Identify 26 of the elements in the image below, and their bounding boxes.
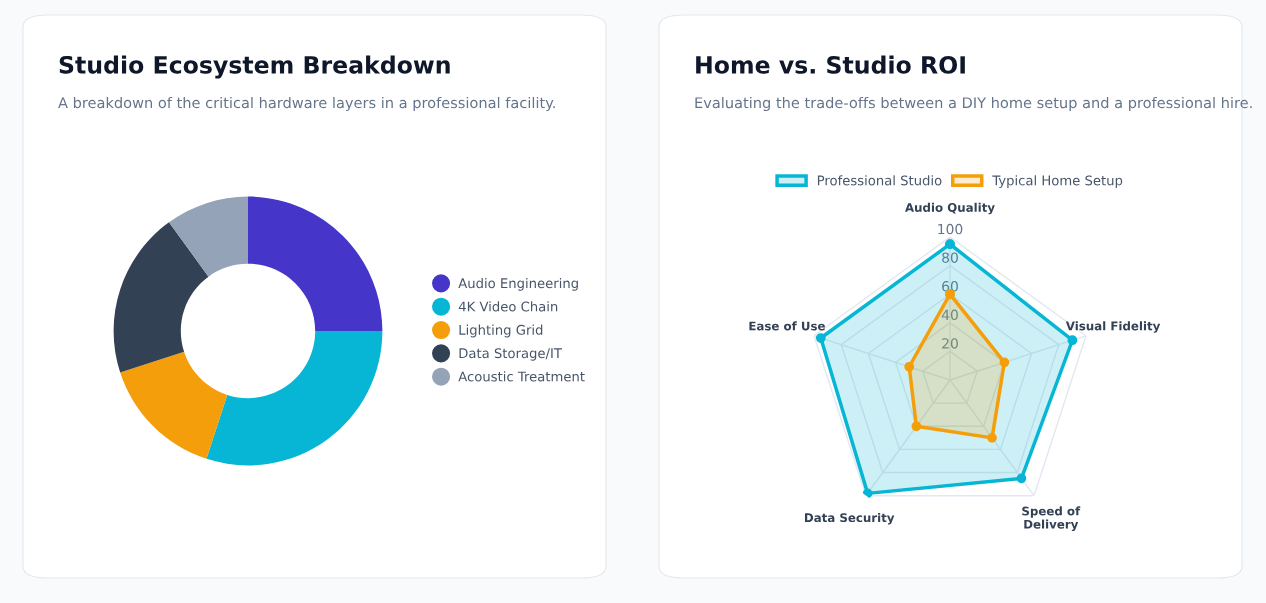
spoke-label: Ease of Use [749,321,825,331]
donut-slice [169,196,248,277]
spoke-label: Speed of Delivery [1022,506,1081,532]
spoke-label: Data Security [804,512,895,525]
donut-slice [113,222,209,373]
donut-slice [248,196,383,331]
donut-slice [206,331,383,466]
chart-title: Studio Ecosystem Breakdown [59,55,450,79]
legend-label: Professional Studio [817,175,942,186]
y-tick-label: 100 [938,223,963,235]
chart-subtitle: Evaluating the trade-offs between a DIY home setup and a professional hire. [695,96,1252,112]
spoke-label: Audio Quality [905,202,995,215]
legend-label: Typical Home Setup [992,175,1123,188]
spoke-label: Visual Fidelity [1065,321,1161,333]
y-tick-label: 60 [942,281,958,292]
legend-label: Lighting Grid [459,324,543,338]
legend-label: Audio Engineering [458,277,578,291]
y-tick-label: 20 [942,338,958,349]
legend-label: Acoustic Treatment [458,371,585,382]
legend-label: Data Storage/IT [459,348,562,361]
y-tick-label: 80 [942,252,958,263]
chart-title: Home vs. Studio ROI [696,55,965,74]
donut-slice [120,351,228,459]
chart-subtitle: A breakdown of the critical hardware layers in a professional facility. [58,96,555,112]
legend-label: 4K Video Chain [458,301,558,312]
y-tick-label: 40 [941,309,958,321]
